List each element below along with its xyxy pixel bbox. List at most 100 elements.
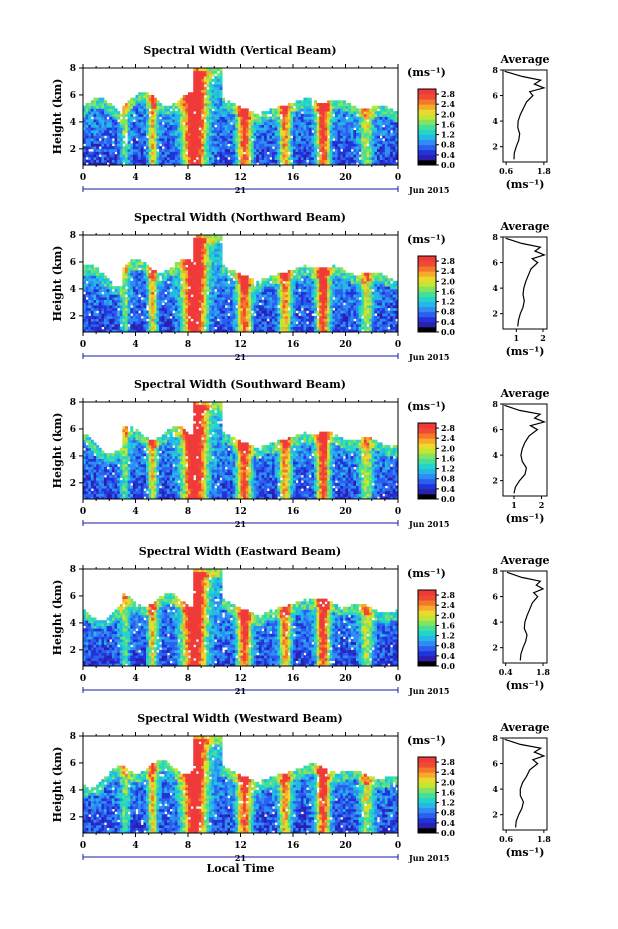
heatmap-cell — [287, 299, 291, 303]
heatmap-cell — [104, 156, 108, 161]
heatmap-cell — [209, 251, 213, 255]
heatmap-cell — [185, 315, 189, 319]
heatmap-cell — [316, 162, 320, 166]
heatmap-cell — [122, 105, 126, 109]
heatmap-cell — [342, 154, 346, 158]
heatmap-cell — [248, 132, 252, 136]
heatmap-cell — [377, 148, 381, 152]
heatmap-cell — [243, 119, 247, 123]
heatmap-cell — [127, 116, 131, 120]
heatmap-cell — [146, 323, 150, 328]
heatmap-cell — [106, 111, 110, 115]
heatmap-cell — [219, 296, 223, 301]
heatmap-cell — [222, 272, 226, 276]
heatmap-cell — [182, 283, 186, 287]
heatmap-cell — [161, 111, 165, 115]
heatmap-cell — [182, 275, 186, 279]
heatmap-cell — [224, 313, 228, 317]
heatmap-cell — [180, 299, 184, 303]
heatmap-cell — [185, 154, 189, 158]
heatmap-cell — [98, 302, 102, 306]
heatmap-cell — [290, 132, 294, 136]
heatmap-cell — [269, 127, 273, 131]
heatmap-cell — [285, 272, 289, 276]
heatmap-cell — [190, 307, 194, 311]
heatmap-cell — [117, 326, 121, 330]
heatmap-cell — [143, 296, 147, 301]
heatmap-cell — [104, 148, 108, 152]
heatmap-cell — [232, 129, 236, 134]
heatmap-cell — [83, 159, 87, 163]
heatmap-cell — [109, 323, 113, 328]
heatmap-cell — [88, 135, 92, 139]
heatmap-cell — [164, 111, 168, 115]
heatmap-cell — [167, 329, 171, 333]
heatmap-cell — [111, 119, 115, 123]
heatmap-cell — [245, 116, 249, 120]
heatmap-cell — [377, 154, 381, 158]
heatmap-cell — [182, 278, 186, 282]
heatmap-cell — [253, 288, 257, 292]
heatmap-cell — [156, 305, 160, 309]
heatmap-cell — [98, 310, 102, 314]
heatmap-cell — [319, 113, 323, 117]
heatmap-cell — [361, 162, 365, 166]
heatmap-cell — [256, 288, 260, 292]
heatmap-cell — [130, 280, 134, 284]
heatmap-cell — [269, 116, 273, 120]
heatmap-cell — [88, 283, 92, 287]
heatmap-cell — [348, 135, 352, 139]
heatmap-cell — [384, 119, 388, 123]
heatmap-cell — [201, 272, 205, 276]
heatmap-cell — [206, 103, 210, 107]
heatmap-cell — [98, 156, 102, 161]
heatmap-cell — [230, 146, 234, 150]
heatmap-cell — [290, 294, 294, 298]
heatmap-cell — [93, 280, 97, 284]
heatmap-cell — [206, 264, 210, 268]
heatmap-cell — [190, 310, 194, 314]
heatmap-cell — [345, 146, 349, 150]
heatmap-cell — [195, 159, 199, 163]
heatmap-cell — [253, 116, 257, 120]
heatmap-cell — [111, 305, 115, 309]
heatmap-cell — [206, 329, 210, 333]
heatmap-cell — [269, 108, 273, 112]
heatmap-cell — [85, 286, 89, 290]
heatmap-cell — [119, 159, 123, 163]
heatmap-cell — [85, 127, 89, 131]
heatmap-cell — [251, 307, 255, 311]
heatmap-cell — [88, 124, 92, 128]
heatmap-cell — [300, 146, 304, 150]
heatmap-cell — [209, 235, 213, 239]
heatmap-cell — [127, 315, 131, 319]
heatmap-cell — [366, 156, 370, 161]
heatmap-cell — [232, 103, 236, 107]
heatmap-cell — [190, 111, 194, 115]
heatmap-cell — [298, 127, 302, 131]
heatmap-cell — [138, 103, 142, 107]
heatmap-cell — [243, 302, 247, 306]
heatmap-cell — [264, 146, 268, 150]
heatmap-cell — [327, 103, 331, 107]
heatmap-cell — [164, 121, 168, 125]
heatmap-cell — [156, 151, 160, 155]
heatmap-cell — [216, 286, 220, 290]
heatmap-cell — [198, 240, 202, 244]
heatmap-cell — [363, 156, 367, 161]
heatmap-cell — [366, 140, 370, 144]
heatmap-cell — [127, 261, 131, 266]
heatmap-cell — [395, 146, 399, 150]
heatmap-cell — [83, 113, 87, 117]
heatmap-cell — [90, 270, 94, 274]
heatmap-cell — [198, 146, 202, 150]
heatmap-cell — [272, 318, 276, 322]
heatmap-cell — [111, 321, 115, 325]
heatmap-cell — [211, 248, 215, 252]
heatmap-cell — [303, 302, 307, 306]
heatmap-cell — [295, 143, 299, 147]
heatmap-cell — [216, 329, 220, 333]
heatmap-cell — [384, 116, 388, 120]
heatmap-cell — [224, 283, 228, 287]
heatmap-cell — [209, 305, 213, 309]
